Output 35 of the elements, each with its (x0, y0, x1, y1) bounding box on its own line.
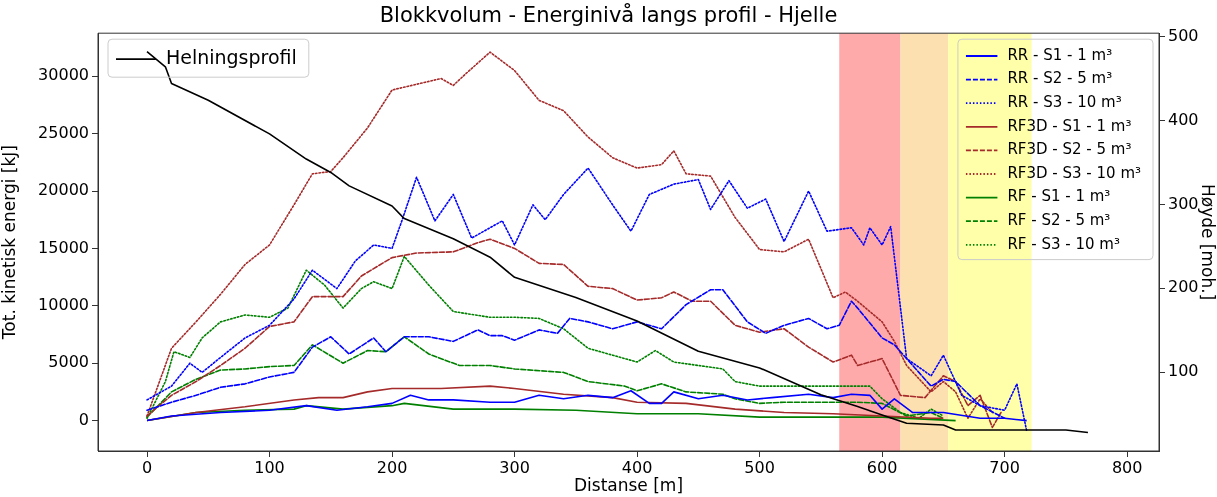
legend-label: Helningsprofil (165, 46, 297, 69)
y2-tick-label: 100 (1168, 361, 1199, 381)
y-axis-title: Tot. kinetisk energi [kJ] (0, 145, 19, 341)
y2-tick-label: 500 (1168, 25, 1199, 45)
x-tick-label: 300 (499, 457, 530, 477)
y-tick-label: 25000 (38, 122, 89, 142)
x-tick-label: 600 (866, 457, 898, 477)
legend-label: RR - S2 - 5 m³ (1007, 69, 1113, 88)
y2-tick-label: 300 (1168, 193, 1199, 213)
x-tick-label: 700 (989, 457, 1020, 477)
legend-label: RR - S3 - 10 m³ (1007, 93, 1122, 112)
legend-label: RF3D - S3 - 10 m³ (1007, 163, 1142, 182)
y2-axis-title: Høyde [moh.] (1198, 183, 1217, 301)
legend-label: RF3D - S1 - 1 m³ (1007, 116, 1132, 135)
y-tick-label: 5000 (48, 352, 89, 372)
y2-tick-label: 200 (1168, 277, 1199, 297)
y-tick-label: 15000 (38, 237, 89, 257)
y2-tick-label: 400 (1168, 109, 1199, 129)
legend-label: RF - S2 - 5 m³ (1007, 211, 1111, 230)
x-tick-label: 0 (141, 457, 153, 477)
y-tick-label: 20000 (38, 180, 89, 200)
x-tick-label: 100 (254, 457, 285, 477)
y-tick-label: 30000 (38, 65, 89, 85)
x-tick-label: 500 (744, 457, 775, 477)
x-tick-label: 200 (376, 457, 408, 477)
x-tick-label: 800 (1111, 457, 1143, 477)
chart-title: Blokkvolum - Energinivå langs profil - Hjelle (379, 2, 838, 28)
legend-label: RF - S3 - 10 m³ (1007, 234, 1120, 253)
y-tick-label: 0 (78, 409, 89, 429)
y-tick-label: 10000 (38, 294, 89, 314)
legend-label: RF - S1 - 1 m³ (1007, 187, 1111, 206)
x-tick-label: 400 (621, 457, 653, 477)
x-axis-title: Distanse [m] (573, 475, 684, 496)
legend-label: RR - S1 - 1 m³ (1007, 45, 1113, 64)
legend-label: RF3D - S2 - 5 m³ (1007, 140, 1132, 159)
